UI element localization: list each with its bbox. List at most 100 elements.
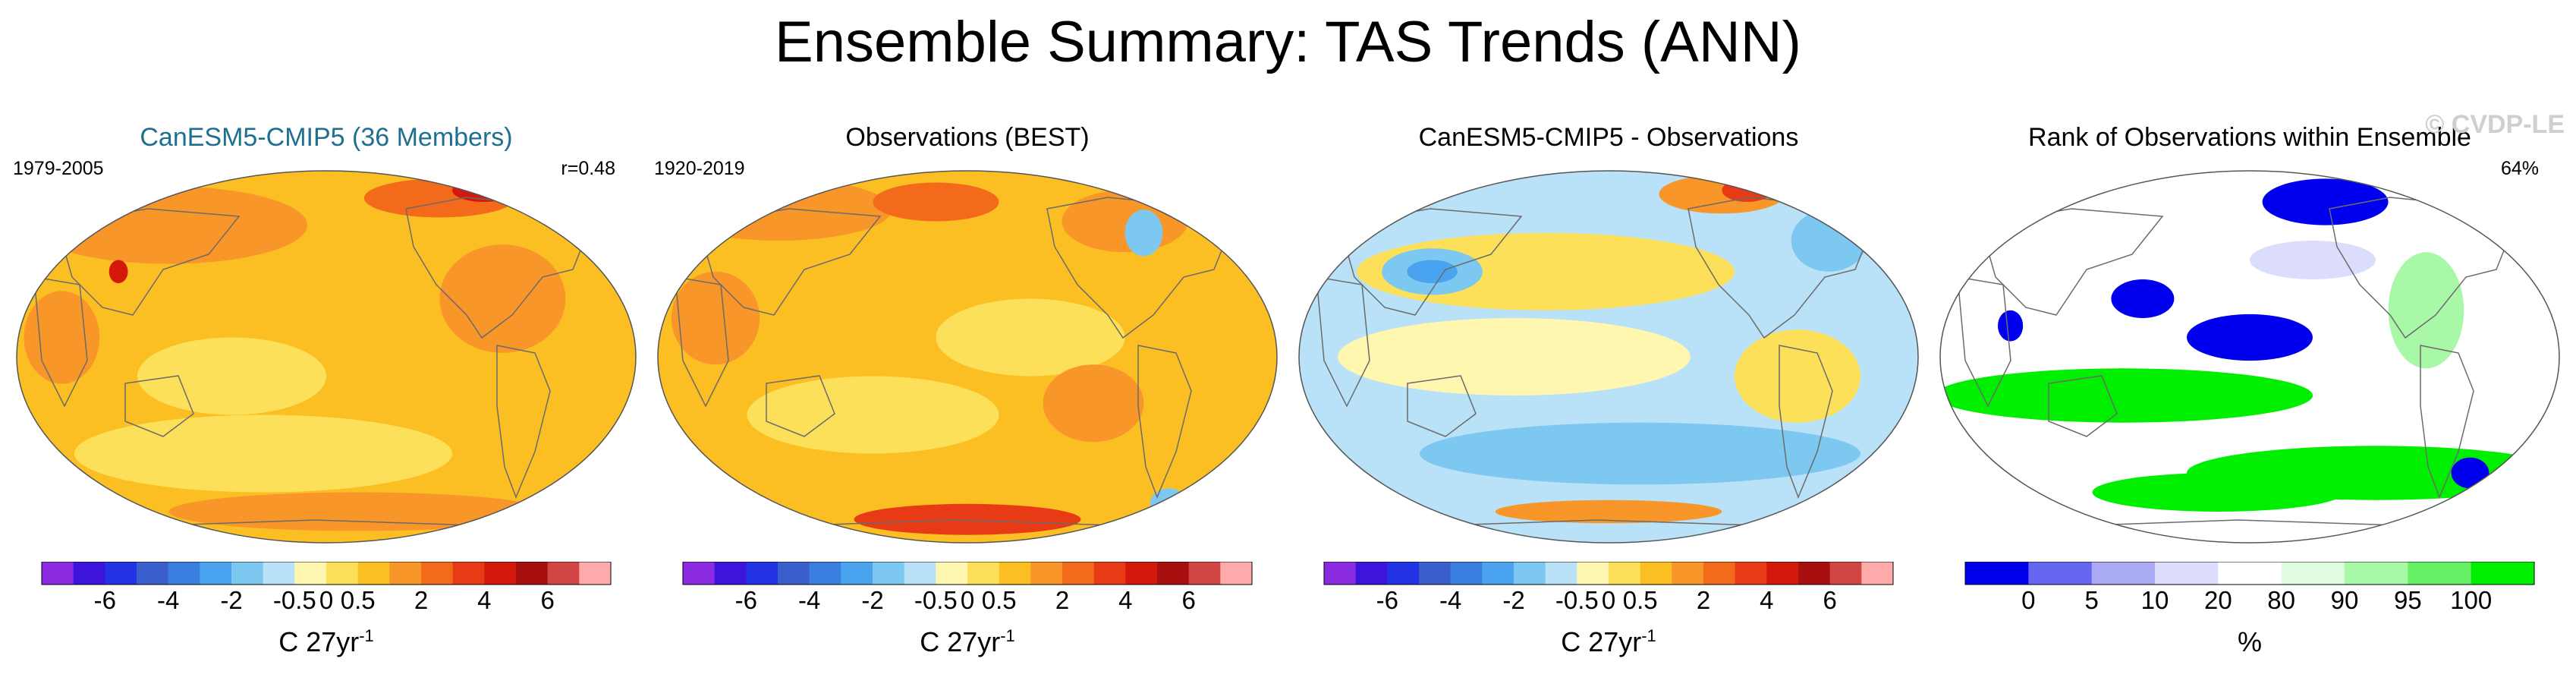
colorbar-swatch [1125,562,1158,585]
colorbar-tick-label: 0 [961,586,974,614]
panel-difference: CanESM5-CMIP5 - Observations -6 -4 -2 -0.5 0… [1294,114,1923,683]
colorbar-swatch [2155,562,2219,585]
colorbar-swatch [1861,562,1894,585]
colorbar-swatch [168,562,200,585]
colorbar-swatch [1450,562,1483,585]
colorbar-tick-label: 6 [1181,586,1195,614]
page-title: Ensemble Summary: TAS Trends (ANN) [775,10,1801,74]
panel-observations: Observations (BEST) 1920-2019 -6 -4 -2 -0.5… [653,114,1282,683]
trend-field-region [1407,260,1458,284]
continent-outline [1407,375,1477,437]
colorbar-swatch [1735,562,1767,585]
trend-field-region [1124,210,1163,257]
trend-field-region [2451,457,2490,489]
colorbar-swatch [967,562,1000,585]
colorbar-swatch [294,562,327,585]
colorbar-tick-label: -0.5 [914,586,958,614]
colorbar-swatch [1545,562,1577,585]
difference-map [1298,170,1919,544]
colorbar-swatch [357,562,390,585]
colorbar-swatch [579,562,612,585]
colorbar-tick-label: 4 [1760,586,1773,614]
colorbar-tick-label: 4 [1118,586,1132,614]
colorbar-swatch [2345,562,2408,585]
trend-field-region [168,492,547,531]
colorbar-swatch [1577,562,1609,585]
trend-field-region [1338,318,1691,395]
trend-field-region [137,337,326,415]
colorbar-frame [1964,562,2535,585]
trend-field-region [1659,175,1785,214]
colorbar-swatch [105,562,137,585]
colorbar-tick-label: 2 [1055,586,1069,614]
colorbar-tick-label: 4 [477,586,491,614]
colorbar-swatch [1965,562,2029,585]
trend-field-region [24,291,100,384]
colorbar-frame [1323,562,1894,585]
map-border [16,170,637,544]
colorbar-swatch [746,562,778,585]
continent-outline [1779,345,1833,499]
colorbar-swatch [1482,562,1514,585]
trend-field-region [30,186,308,264]
colorbar-tick-label: 10 [2141,586,2169,614]
continent-outline [1338,208,1523,316]
colorbar-swatch [1798,562,1831,585]
trend-colorbar: -6 -4 -2 -0.5 0 0.5 2 4 6 [41,562,612,614]
colorbar-frame [682,562,1253,585]
colorbar-tick-label: 0.5 [341,586,376,614]
continent-outline [1957,276,2011,408]
colorbar-tick-label: -4 [157,586,179,614]
colorbar-swatch [1672,562,1704,585]
colorbar-tick-label: -2 [861,586,883,614]
colorbar-tick-label: 95 [2394,586,2422,614]
trend-field-region [439,244,566,353]
observed-trend-map [657,170,1278,544]
colorbar-swatch [1355,562,1388,585]
trend-colorbar: -6 -4 -2 -0.5 0 0.5 2 4 6 [1323,562,1894,614]
colorbar-units: C 27yr-1 [278,626,374,657]
colorbar-swatch [1387,562,1420,585]
colorbar-swatch [2091,562,2156,585]
trend-field-region [109,260,128,284]
colorbar-tick-label: -2 [1502,586,1524,614]
colorbar-swatch [2281,562,2345,585]
colorbar-swatch [516,562,549,585]
colorbar-tick-label: -4 [798,586,820,614]
colorbar-swatch [452,562,485,585]
colorbar-swatch [42,562,74,585]
colorbar-swatch [1157,562,1190,585]
rank-percent-label: 64% [2500,158,2539,179]
colorbar-tick-label: -6 [94,586,116,614]
colorbar-tick-label: 0 [319,586,333,614]
colorbar-swatch [137,562,169,585]
continent-outline [1137,345,1192,499]
trend-field-region [2187,314,2313,361]
correlation-label: r=0.48 [561,158,615,179]
colorbar-swatch [1030,562,1063,585]
colorbar-swatch [873,562,905,585]
colorbar-tick-label: 0 [2021,586,2035,614]
trend-map [16,170,637,544]
panel-title: CanESM5-CMIP5 (36 Members) [140,123,513,152]
colorbar-tick-label: -0.5 [273,586,316,614]
panel-rank: Rank of Observations within Ensemble © C… [1935,110,2565,683]
colorbar-tick-label: 5 [2084,586,2098,614]
colorbar-swatch [1188,562,1221,585]
colorbar-tick-label: -0.5 [1555,586,1599,614]
colorbar-tick-label: 80 [2267,586,2295,614]
trend-field-region [1420,422,1860,485]
trend-field-region [2111,279,2175,318]
colorbar-swatch [999,562,1031,585]
colorbar-tick-label: 6 [1823,586,1836,614]
trend-field-region [74,414,452,493]
continent-outline [1980,208,2164,316]
colorbar-swatch [1609,562,1641,585]
colorbar-swatch [484,562,517,585]
trend-field-region [873,182,999,222]
panel-title: Observations (BEST) [845,123,1090,152]
continent-outline [56,208,241,316]
trend-field-region [2250,241,2376,279]
watermark: © CVDP-LE [2425,110,2565,139]
colorbar-swatch [231,562,264,585]
